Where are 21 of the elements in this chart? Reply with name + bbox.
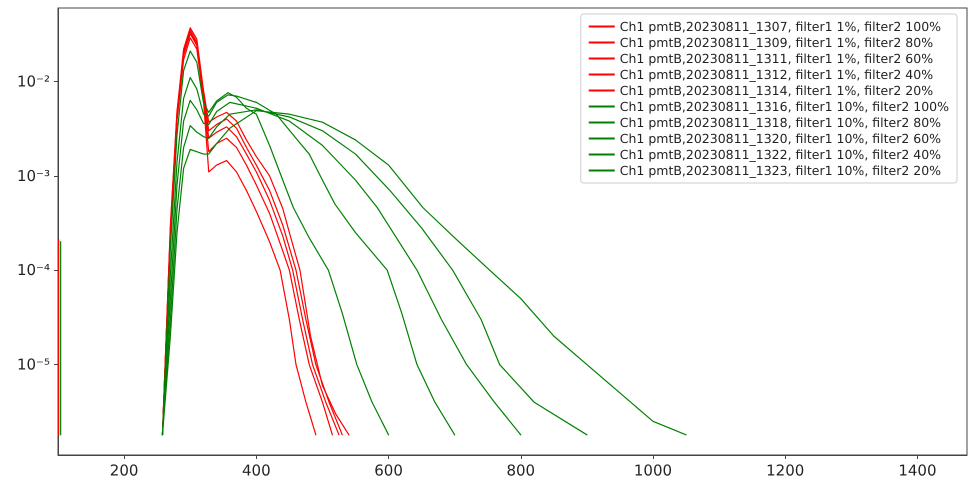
x-tick-label: 1000 [634,462,672,478]
x-tick-label: 1200 [766,462,804,478]
legend-label: Ch1 pmtB,20230811_1318, filter1 10%, filter2 80% [620,115,942,130]
legend-label: Ch1 pmtB,20230811_1309, filter1 1%, filter2 80% [620,35,934,50]
y-tick-label: 10⁻² [16,72,50,90]
y-tick-label: 10⁻³ [16,166,50,185]
x-tick-label: 400 [242,462,271,478]
legend-label: Ch1 pmtB,20230811_1311, filter1 1%, filter2 60% [620,51,934,66]
legend-label: Ch1 pmtB,20230811_1322, filter1 10%, filter2 40% [620,147,942,162]
legend-label: Ch1 pmtB,20230811_1312, filter1 1%, filter2 40% [620,67,934,82]
legend-label: Ch1 pmtB,20230811_1323, filter1 10%, filter2 20% [620,163,942,178]
x-tick-label: 800 [506,462,536,478]
y-tick-label: 10⁻⁵ [16,356,50,374]
legend-label: Ch1 pmtB,20230811_1320, filter1 10%, filter2 60% [620,131,942,146]
legend-label: Ch1 pmtB,20230811_1307, filter1 1%, filter2 100% [620,19,942,34]
legend-label: Ch1 pmtB,20230811_1316, filter1 10%, filter2 100% [620,99,950,114]
x-tick-label: 1400 [898,462,937,478]
legend-label: Ch1 pmtB,20230811_1314, filter1 1%, filter2 20% [620,83,934,98]
y-tick-label: 10⁻⁴ [16,261,50,280]
x-tick-label: 200 [110,462,138,478]
x-tick-label: 600 [374,462,403,478]
